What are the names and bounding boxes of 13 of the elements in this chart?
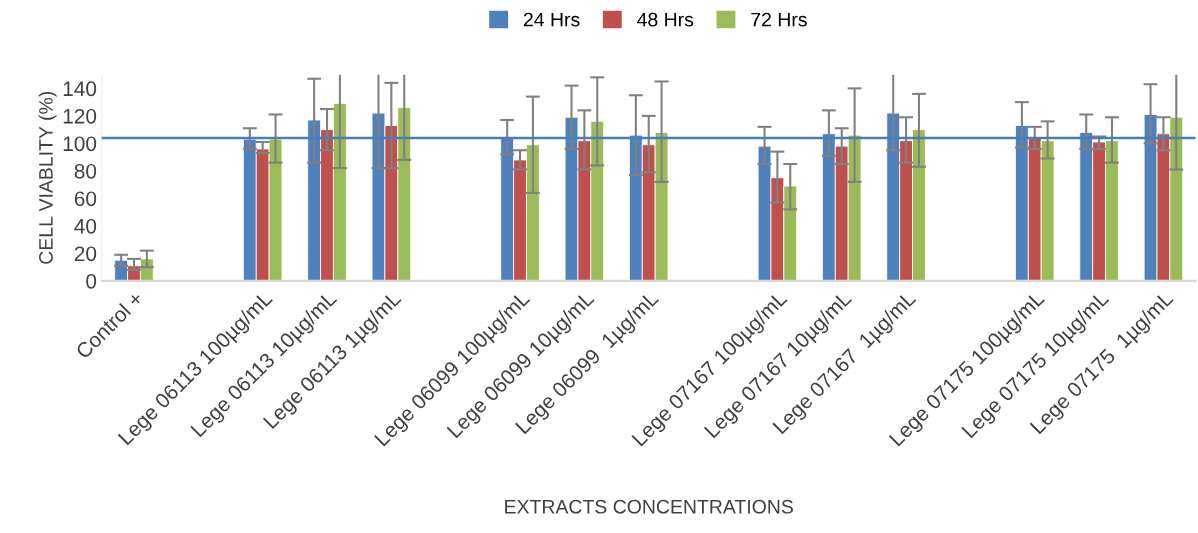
legend-label: 24 Hrs [523,12,580,27]
y-tick-label: 20 [74,246,97,262]
y-tick-label: 140 [63,81,97,97]
y-tick-label: 0 [86,273,97,289]
y-tick-label: 100 [63,136,97,152]
y-tick-label: 120 [63,108,97,124]
y-tick-label: 40 [74,218,97,234]
y-tick-label: 60 [74,191,97,207]
x-axis-title: EXTRACTS CONCENTRATIONS [505,499,793,514]
legend-label: 72 Hrs [751,12,807,27]
legend-label: 48 Hrs [637,12,694,27]
y-axis-title: CELL VIABLITY (%) [38,91,57,264]
y-tick-label: 80 [74,163,97,179]
